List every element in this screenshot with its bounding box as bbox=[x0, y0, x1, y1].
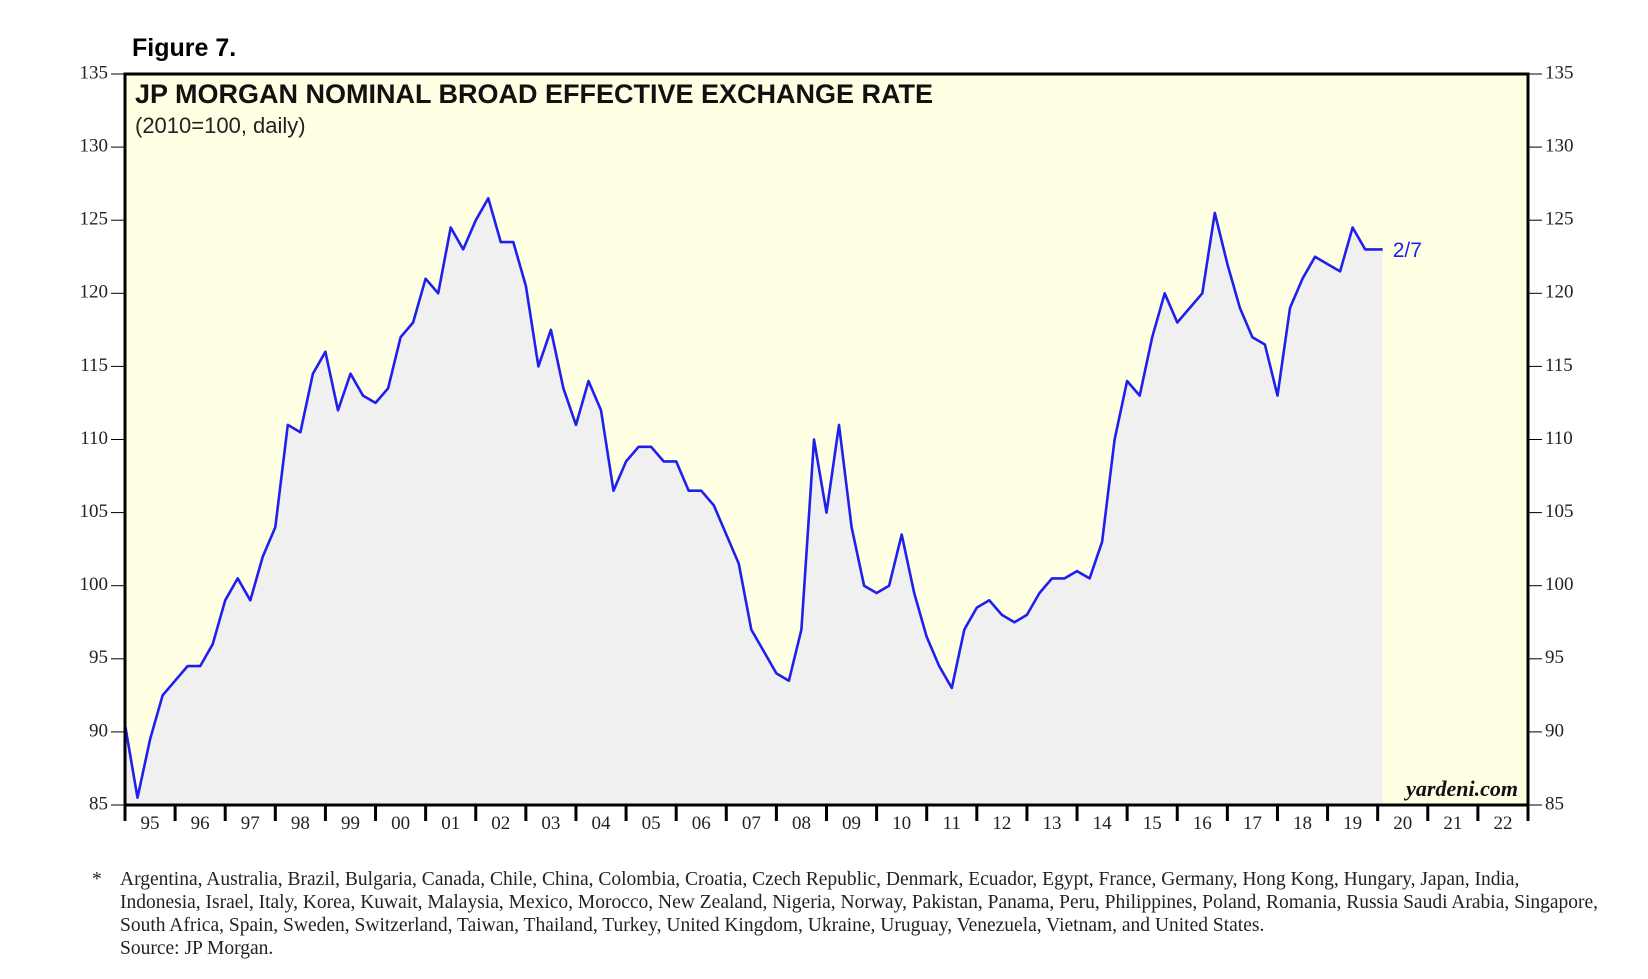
x-tick-label: 95 bbox=[141, 813, 160, 834]
x-tick-label: 09 bbox=[842, 813, 861, 834]
x-tick-label: 00 bbox=[391, 813, 410, 834]
x-tick-label: 15 bbox=[1143, 813, 1162, 834]
y-tick-label: 100 bbox=[80, 574, 109, 595]
y2-tick-label: 125 bbox=[1545, 209, 1574, 230]
end-annotation: 2/7 bbox=[1393, 239, 1422, 262]
y-tick-label: 85 bbox=[89, 793, 108, 814]
area bbox=[125, 198, 1383, 806]
x-tick-label: 99 bbox=[341, 813, 360, 834]
y2-tick-label: 95 bbox=[1545, 647, 1564, 668]
x-tick-label: 05 bbox=[642, 813, 661, 834]
y-tick-label: 95 bbox=[89, 647, 108, 668]
source: Source: JP Morgan. bbox=[120, 938, 274, 959]
y2-tick-label: 120 bbox=[1545, 282, 1574, 303]
x-tick-label: 06 bbox=[692, 813, 711, 834]
x-tick-label: 17 bbox=[1243, 813, 1262, 834]
x-tick-label: 14 bbox=[1093, 813, 1113, 834]
y2-tick-label: 100 bbox=[1545, 574, 1574, 595]
x-tick-label: 19 bbox=[1343, 813, 1362, 834]
x-tick-label: 04 bbox=[592, 813, 612, 834]
y-tick-label: 120 bbox=[80, 282, 109, 303]
x-tick-label: 21 bbox=[1443, 813, 1462, 834]
x-tick-label: 07 bbox=[742, 813, 761, 834]
y-tick-label: 110 bbox=[80, 428, 108, 449]
footnote-block: * Argentina, Australia, Brazil, Bulgaria… bbox=[92, 868, 1602, 960]
y-tick-label: 115 bbox=[80, 355, 108, 376]
x-tick-label: 10 bbox=[892, 813, 911, 834]
x-tick-label: 08 bbox=[792, 813, 811, 834]
x-tick-label: 98 bbox=[291, 813, 310, 834]
x-tick-label: 13 bbox=[1042, 813, 1061, 834]
x-tick-label: 20 bbox=[1393, 813, 1412, 834]
y2-tick-label: 110 bbox=[1545, 428, 1573, 449]
y2-tick-label: 105 bbox=[1545, 501, 1574, 522]
y2-tick-label: 130 bbox=[1545, 135, 1574, 156]
y2-tick-label: 135 bbox=[1545, 62, 1574, 83]
watermark: yardeni.com bbox=[1403, 776, 1518, 801]
x-tick-label: 01 bbox=[441, 813, 460, 834]
x-tick-label: 12 bbox=[992, 813, 1011, 834]
x-tick-label: 02 bbox=[491, 813, 510, 834]
x-tick-label: 11 bbox=[943, 813, 961, 834]
y-tick-label: 90 bbox=[89, 720, 108, 741]
line bbox=[123, 197, 1383, 799]
x-tick-label: 18 bbox=[1293, 813, 1312, 834]
x-tick-label: 16 bbox=[1193, 813, 1212, 834]
y2-tick-label: 90 bbox=[1545, 720, 1564, 741]
y-tick-label: 130 bbox=[80, 135, 109, 156]
x-tick-label: 22 bbox=[1493, 813, 1512, 834]
y-tick-label: 125 bbox=[80, 209, 109, 230]
y2-tick-label: 115 bbox=[1545, 355, 1573, 376]
chart-title: JP MORGAN NOMINAL BROAD EFFECTIVE EXCHAN… bbox=[135, 79, 933, 109]
x-tick-label: 03 bbox=[541, 813, 560, 834]
y2-tick-label: 85 bbox=[1545, 793, 1564, 814]
figure-label: Figure 7. bbox=[132, 34, 236, 62]
chart-subtitle: (2010=100, daily) bbox=[135, 113, 306, 138]
footnote: Argentina, Australia, Brazil, Bulgaria, … bbox=[120, 869, 1599, 936]
y-tick-label: 105 bbox=[80, 501, 109, 522]
footnote-marker: * bbox=[92, 869, 102, 890]
x-tick-label: 97 bbox=[241, 813, 260, 834]
x-tick-label: 96 bbox=[191, 813, 210, 834]
y-tick-label: 135 bbox=[80, 62, 109, 83]
